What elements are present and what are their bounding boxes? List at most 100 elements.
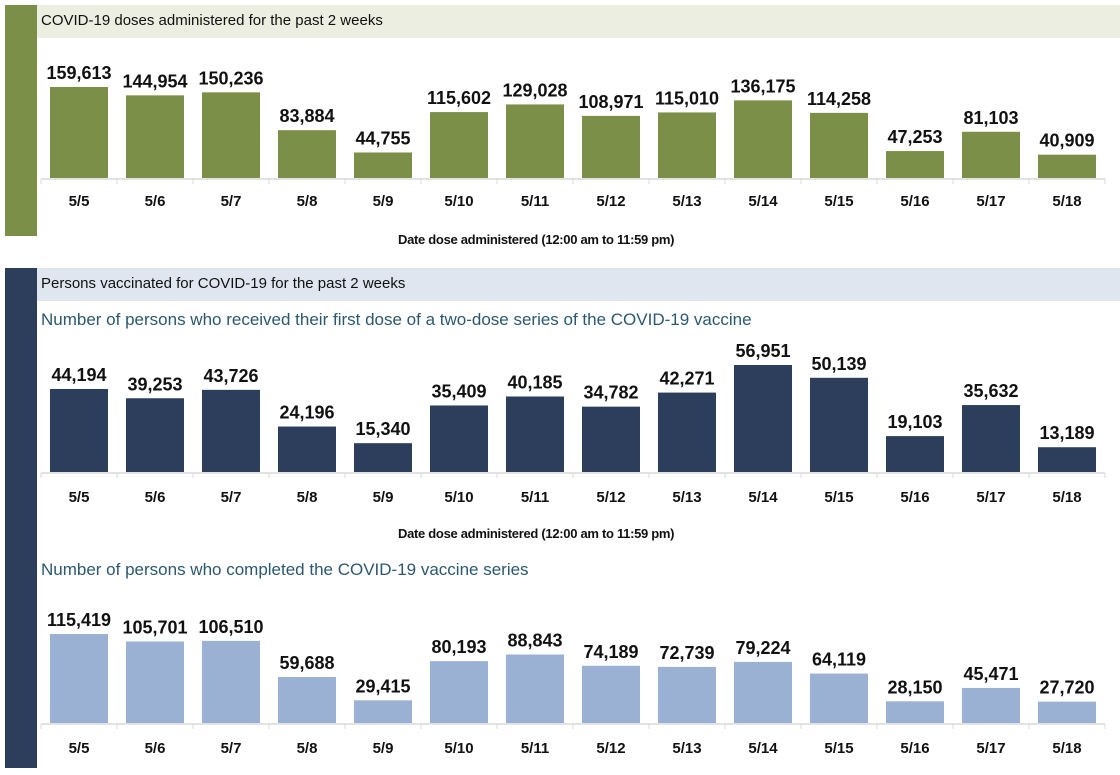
data-label: 13,189 [1039,423,1094,443]
x-tick-label: 5/12 [596,489,625,506]
bar-5-14 [734,100,792,178]
bar-5-5 [50,87,108,178]
data-label: 129,028 [502,80,567,100]
bar-5-12 [582,665,640,723]
data-label: 44,194 [51,365,106,385]
bar-5-15 [810,377,868,472]
bar-5-9 [354,443,412,472]
data-label: 115,419 [47,610,111,630]
bar-5-5 [50,388,108,472]
x-tick-label: 5/15 [824,489,853,506]
x-tick-label: 5/6 [145,740,166,757]
bar-5-6 [126,95,184,178]
bar-5-12 [582,406,640,472]
data-label: 42,271 [659,369,714,389]
bar-5-8 [278,676,336,723]
x-tick-label: 5/14 [748,193,778,210]
bar-5-8 [278,426,336,472]
x-tick-label: 5/16 [900,489,929,506]
bar-5-15 [810,673,868,723]
data-label: 59,688 [279,653,334,673]
data-label: 115,602 [427,88,491,108]
x-tick-label: 5/10 [444,489,473,506]
x-tick-label: 5/6 [145,489,166,506]
bar-5-5 [50,634,108,723]
bar-5-17 [962,131,1020,178]
data-label: 15,340 [355,419,410,439]
bar-5-6 [126,398,184,472]
data-label: 47,253 [887,127,942,147]
x-tick-label: 5/17 [976,489,1005,506]
data-label: 106,510 [198,617,263,637]
data-label: 81,103 [963,108,1018,128]
bar-5-8 [278,130,336,178]
data-label: 74,189 [583,642,638,662]
data-label: 34,782 [583,383,638,403]
data-label: 43,726 [203,366,258,386]
x-tick-label: 5/16 [900,740,929,757]
x-tick-label: 5/18 [1052,489,1081,506]
bar-5-11 [506,654,564,723]
x-tick-label: 5/12 [596,193,625,210]
data-label: 64,119 [812,650,866,670]
x-tick-label: 5/15 [824,740,853,757]
bar-5-18 [1038,447,1096,472]
first-dose-x-axis-title: Date dose administered (12:00 am to 11:5… [398,526,675,541]
x-tick-label: 5/16 [900,193,929,210]
data-label: 45,471 [963,664,1018,684]
data-label: 105,701 [122,617,187,637]
bar-5-7 [202,92,260,178]
data-label: 35,409 [431,381,486,401]
bar-5-10 [430,661,488,723]
bar-5-13 [658,666,716,723]
data-label: 50,139 [811,354,866,374]
data-label: 159,613 [46,63,111,83]
x-tick-label: 5/8 [297,193,318,210]
bar-5-18 [1038,154,1096,178]
bar-5-7 [202,389,260,472]
data-label: 72,739 [659,643,714,663]
data-label: 136,175 [730,76,795,96]
data-label: 27,720 [1039,678,1094,698]
bar-5-9 [354,700,412,723]
bar-5-14 [734,661,792,723]
doses-x-axis-title: Date dose administered (12:00 am to 11:5… [398,232,675,247]
bar-5-16 [886,701,944,723]
bar-5-18 [1038,701,1096,723]
data-label: 29,415 [355,676,410,696]
bar-5-11 [506,104,564,178]
x-tick-label: 5/15 [824,193,853,210]
first-dose-chart-title: Number of persons who received their fir… [41,310,752,329]
x-tick-label: 5/11 [521,740,549,757]
data-label: 150,236 [198,68,263,88]
x-tick-label: 5/18 [1052,193,1081,210]
x-tick-label: 5/14 [748,489,778,506]
bar-5-7 [202,640,260,723]
x-tick-label: 5/9 [373,193,394,210]
x-tick-label: 5/9 [373,489,394,506]
x-tick-label: 5/11 [521,489,549,506]
x-tick-label: 5/5 [69,193,90,210]
data-label: 144,954 [122,71,187,91]
persons-section-title: Persons vaccinated for COVID-19 for the … [41,275,406,292]
doses-section-accent-bar [5,5,37,236]
data-label: 83,884 [279,106,334,126]
x-tick-label: 5/10 [444,193,473,210]
persons-section-accent-bar [5,268,37,768]
data-label: 44,755 [355,128,410,148]
data-label: 115,010 [655,88,719,108]
data-label: 108,971 [578,92,643,112]
data-label: 24,196 [279,403,334,423]
data-label: 80,193 [431,637,486,657]
x-tick-label: 5/12 [596,740,625,757]
x-tick-label: 5/8 [297,740,318,757]
bar-5-15 [810,112,868,178]
completed-series-bar-chart: 115,419 5/5 105,701 5/6 106,510 5/7 59,688 5/8 2… [40,610,1106,757]
x-tick-label: 5/8 [297,489,318,506]
bar-5-17 [962,687,1020,723]
x-tick-label: 5/18 [1052,740,1081,757]
bar-5-9 [354,152,412,178]
persons-section-header: Persons vaccinated for COVID-19 for the … [37,268,1120,301]
x-tick-label: 5/6 [145,193,166,210]
x-tick-label: 5/10 [444,740,473,757]
